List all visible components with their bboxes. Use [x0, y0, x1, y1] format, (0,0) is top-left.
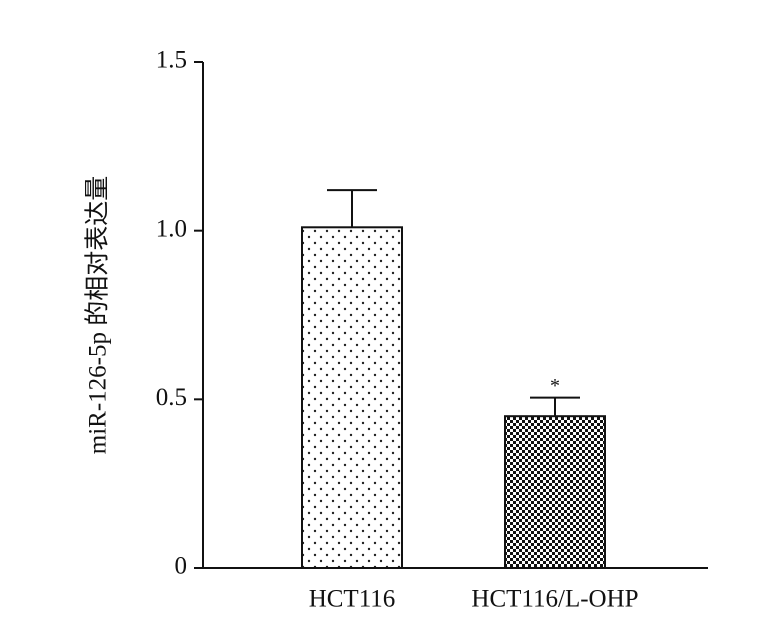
- y-tick-label: 0: [175, 553, 188, 580]
- y-axis-label: miR-126-5p 的相对表达量: [84, 176, 112, 454]
- bar: [504, 415, 606, 570]
- y-tick-label: 1.5: [156, 47, 187, 74]
- bar: [301, 226, 403, 569]
- y-tick-label: 0.5: [156, 384, 187, 411]
- x-tick-label: HCT116: [309, 586, 396, 613]
- annotation: *: [550, 375, 560, 397]
- y-tick-label: 1.0: [156, 215, 187, 242]
- x-tick-label: HCT116/L-OHP: [471, 586, 638, 613]
